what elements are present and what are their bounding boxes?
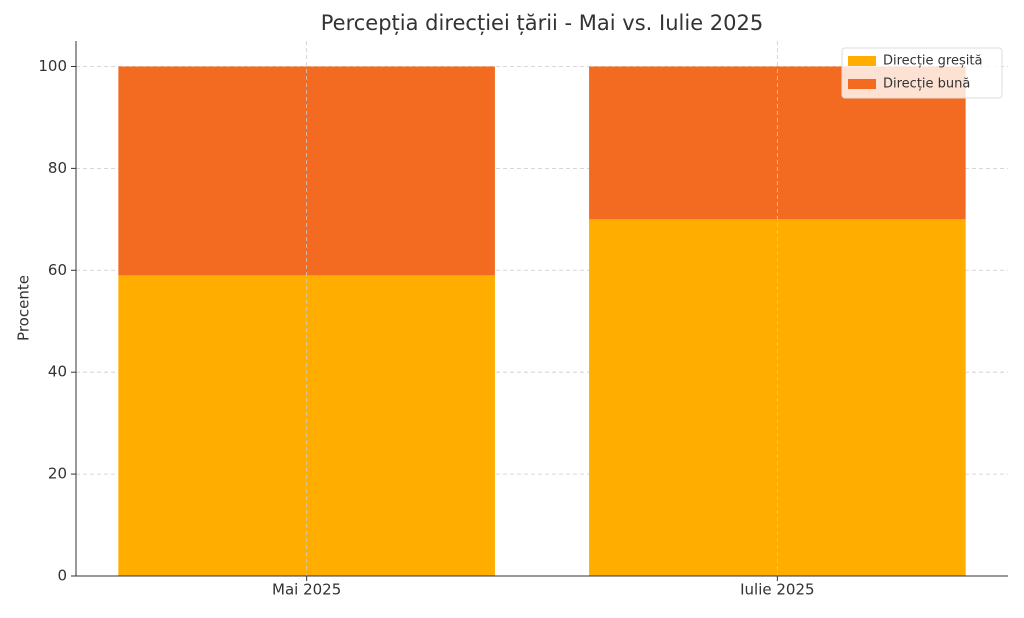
y-tick-label: 0 <box>57 567 67 585</box>
legend-box <box>841 47 1003 99</box>
legend-swatch <box>848 79 876 89</box>
y-axis-label: Procente <box>15 275 33 341</box>
legend-swatch <box>848 56 876 66</box>
y-tick-label: 40 <box>48 363 67 381</box>
legend: Direcție greșită Direcție bună <box>841 47 1003 99</box>
y-tick-label: 60 <box>48 261 67 279</box>
x-tick-label: Iulie 2025 <box>740 581 814 599</box>
y-tick-label: 100 <box>38 57 67 75</box>
x-tick-label: Mai 2025 <box>272 581 341 599</box>
y-tick-label: 80 <box>48 159 67 177</box>
legend-label: Direcție bună <box>883 77 970 92</box>
y-tick-label: 20 <box>48 465 67 483</box>
chart-title: Percepția direcției țării - Mai vs. Iuli… <box>321 11 763 35</box>
legend-label: Direcție greșită <box>883 54 982 69</box>
bar-segment <box>118 275 495 576</box>
bar-segment <box>589 219 966 577</box>
